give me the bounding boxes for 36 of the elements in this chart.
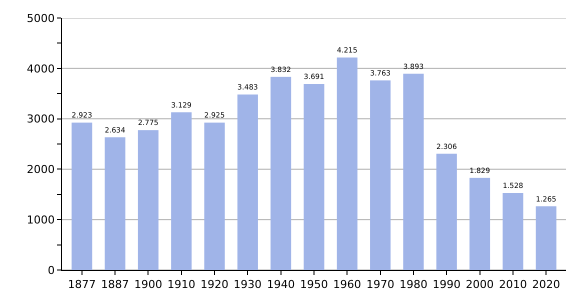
x-tick-label: 1970	[366, 278, 394, 292]
bar	[502, 192, 524, 270]
bar	[204, 122, 225, 270]
x-tick-label: 2010	[498, 278, 527, 292]
bar	[270, 76, 292, 270]
x-tick-label: 1920	[200, 278, 229, 292]
bar	[138, 130, 158, 270]
x-tick-label: 1940	[266, 278, 295, 292]
y-tick-label: 1000	[26, 213, 55, 226]
x-tick-label: 1980	[399, 278, 428, 292]
bar	[72, 122, 92, 270]
bar	[536, 206, 556, 270]
x-tick-label: 1950	[300, 278, 328, 292]
x-tick-label: 1990	[432, 278, 461, 292]
y-tick-label: 2000	[26, 163, 55, 176]
bar	[336, 58, 358, 270]
x-tick-label: 1910	[167, 278, 196, 292]
x-tick-label: 1877	[68, 278, 96, 292]
x-tick-label: 1960	[333, 278, 362, 292]
bar	[171, 112, 192, 270]
bar	[403, 74, 424, 270]
bar	[104, 137, 126, 270]
y-tick-label: 0	[48, 264, 55, 277]
y-tick-label: 4000	[26, 62, 55, 76]
x-tick-label: 1887	[101, 278, 130, 292]
y-tick-label: 5000	[26, 12, 55, 25]
x-tick-label: 1900	[134, 278, 162, 292]
x-tick-label: 2000	[466, 278, 494, 292]
x-tick-label: 1930	[234, 278, 262, 292]
bar	[370, 80, 391, 270]
bar	[304, 84, 324, 270]
bar	[436, 154, 457, 270]
bar	[237, 94, 258, 270]
bar	[470, 178, 490, 270]
y-tick-label: 3000	[26, 112, 55, 126]
x-tick-label: 2020	[532, 278, 560, 292]
